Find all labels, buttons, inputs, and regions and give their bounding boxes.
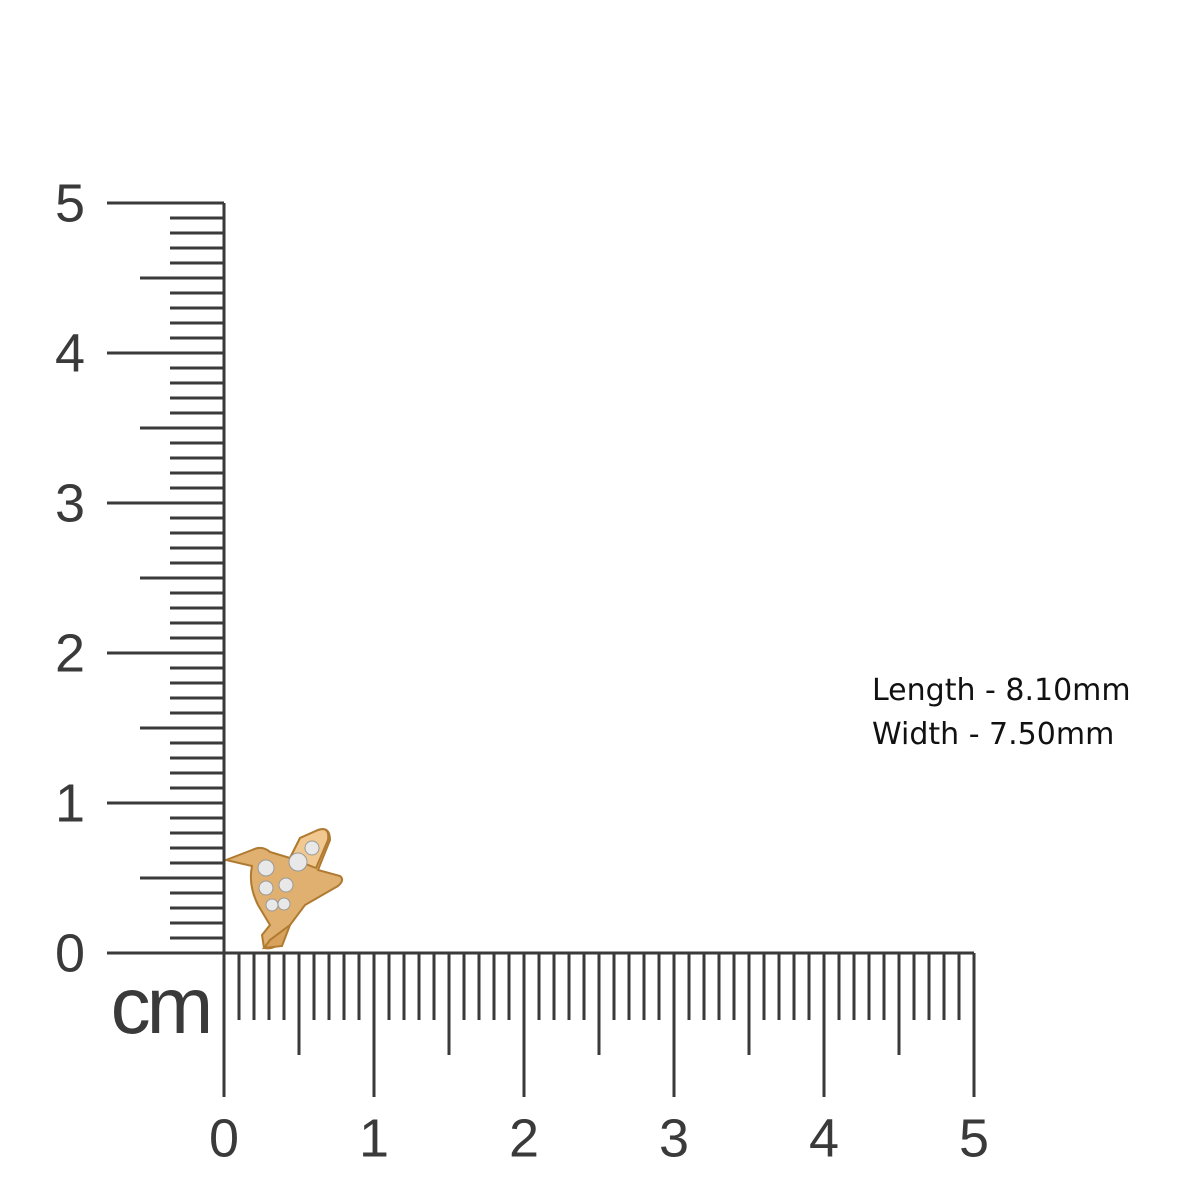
ruler-label: 3 bbox=[55, 473, 85, 533]
unit-label: cm bbox=[111, 961, 210, 1050]
ruler-label: 2 bbox=[55, 623, 85, 683]
ruler-label: 5 bbox=[55, 173, 85, 233]
ruler-label: 0 bbox=[209, 1108, 239, 1168]
ruler-label: 2 bbox=[509, 1108, 539, 1168]
spec-width: Width - 7.50mm bbox=[872, 717, 1114, 752]
ruler-label: 1 bbox=[359, 1108, 389, 1168]
ruler-label: 1 bbox=[55, 773, 85, 833]
ruler-label: 3 bbox=[659, 1108, 689, 1168]
ruler-label: 5 bbox=[959, 1108, 989, 1168]
ruler-label: 4 bbox=[809, 1108, 839, 1168]
ruler-label: 4 bbox=[55, 323, 85, 383]
spec-length: Length - 8.10mm bbox=[872, 673, 1131, 708]
hummingbird-earring bbox=[222, 828, 344, 950]
ruler-label: 0 bbox=[55, 923, 85, 983]
